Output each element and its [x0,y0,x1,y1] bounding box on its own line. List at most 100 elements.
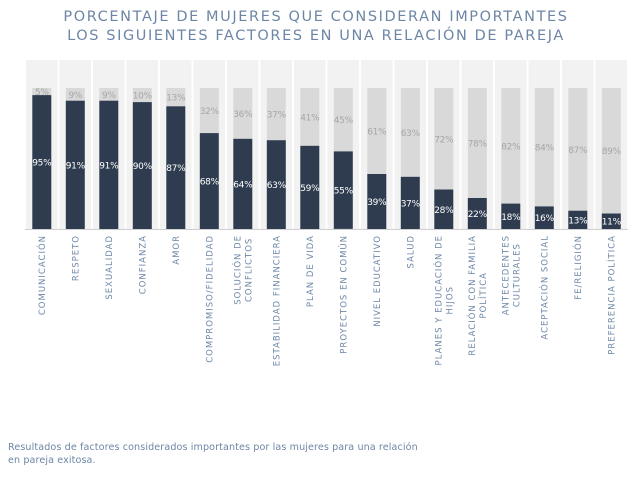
category-label: AMOR [172,235,182,265]
category-label-line: RELACIÓN CON FAMILIA [466,235,478,356]
chart-title-line-1: PORCENTAJE DE MUJERES QUE CONSIDERAN IMP… [63,9,569,25]
category-label-line: AMOR [172,235,182,265]
bar-segment-dark [400,176,420,229]
data-label-light: 9% [102,91,116,101]
category-label-line: SOLUCIÓN DE [231,235,243,305]
data-label-light: 37% [267,111,287,121]
data-label-light: 63% [401,129,421,139]
category-label-line: POLÍTICA [477,272,489,319]
category-label: ESTABILIDAD FINANCIERA [272,235,282,366]
data-label-dark: 22% [468,210,488,220]
category-label: RESPETO [71,235,81,281]
category-label: PLAN DE VIDA [306,235,316,307]
data-label-light: 13% [166,94,186,104]
bar-segment-light [99,88,119,101]
category-label-line: ACEPTACIÓN SOCIAL [538,235,550,340]
category-label-line: PREFERENCIA POLÍTICA [605,235,617,355]
bar-segment-light [534,88,554,207]
data-label-dark: 13% [568,216,588,226]
chart-title: PORCENTAJE DE MUJERES QUE CONSIDERAN IMP… [0,8,632,46]
bar-segment-dark [266,140,286,229]
category-label-line: SALUD [406,235,416,268]
bar-segment-light [467,88,487,198]
data-label-dark: 91% [99,161,119,171]
category-label-line: PLAN DE VIDA [306,235,316,307]
bar-segment-dark [367,174,387,229]
bar-segment-light [32,88,52,95]
data-label-light: 45% [334,116,354,126]
category-label-line: FE/RELIGIÓN [572,235,584,300]
data-label-dark: 18% [501,213,521,223]
bar-segment-light [434,88,454,190]
category-label: NIVEL EDUCATIVO [373,235,383,327]
category-label: FE/RELIGIÓN [572,235,584,300]
bar-segment-dark [300,145,320,229]
category-label: SOLUCIÓN DE CONFLICTOS [231,235,254,305]
bar-segment-light [400,88,420,177]
data-label-dark: 91% [66,161,86,171]
category-label-line: COMPROMISO/FIDELIDAD [205,235,215,363]
data-label-dark: 28% [434,206,454,216]
bar-segment-light [266,88,286,141]
category-label: CONFIANZA [138,235,148,294]
data-label-dark: 87% [166,164,186,174]
data-label-light: 5% [35,88,49,98]
bar-segment-dark [601,213,621,229]
bar-segment-dark [65,100,85,229]
bar-segment-dark [467,198,487,229]
data-label-light: 89% [602,147,622,157]
caption-line-1: Resultados de factores considerados impo… [8,442,418,453]
bar-segment-light [65,88,85,101]
data-label-light: 87% [568,146,588,156]
bar-segment-dark [434,189,454,229]
chart-caption: Resultados de factores considerados impo… [8,441,568,467]
stacked-bar-chart: 95% 5% COMUNICACIÓN 91% 9% RESPETO 91% 9% SEXUAL… [25,60,628,366]
data-label-dark: 63% [267,181,287,191]
bar-segment-dark [333,151,353,229]
category-label-line: ANTECEDENTES [501,235,511,315]
bar-segment-light [166,88,186,107]
category-label-line: RESPETO [71,235,81,281]
bar-segment-light [367,88,387,174]
bar-segment-light [333,88,353,152]
data-label-light: 41% [300,113,320,123]
bar-segment-dark [534,206,554,229]
data-label-dark: 95% [32,159,52,169]
category-label: SEXUALIDAD [105,235,115,300]
data-label-dark: 39% [367,198,387,208]
bar-segment-light [132,88,152,103]
category-label: PROYECTOS EN COMÚN [337,235,349,354]
category-label: COMPROMISO/FIDELIDAD [205,235,215,363]
data-label-dark: 11% [602,218,622,228]
category-label-line: NIVEL EDUCATIVO [373,235,383,327]
category-label-line: PLANES Y EDUCACIÓN DE [432,235,444,365]
category-label-line: ESTABILIDAD FINANCIERA [272,235,282,366]
bar-segment-light [601,88,621,214]
data-label-light: 61% [367,128,387,138]
bar-segment-dark [568,210,588,229]
bar-segment-light [568,88,588,211]
data-label-light: 82% [501,142,521,152]
bar-segment-light [233,88,253,139]
data-label-dark: 37% [401,199,421,209]
caption-line-2: en pareja exitosa. [8,455,96,466]
category-label-line: SEXUALIDAD [105,235,115,300]
category-label-line: CULTURALES [512,243,522,307]
bar-segment-light [501,88,521,204]
category-label-line: HIJOS [445,286,455,315]
data-label-dark: 16% [535,214,555,224]
chart-title-line-2: LOS SIGUIENTES FACTORES EN UNA RELACIÓN … [67,28,565,44]
category-label: PREFERENCIA POLÍTICA [605,235,617,355]
bar-segment-dark [233,138,253,229]
bar-segment-light [300,88,320,146]
data-label-dark: 64% [233,180,253,190]
category-label-line: COMUNICACIÓN [36,235,48,315]
data-label-light: 78% [468,140,488,150]
data-label-dark: 59% [300,184,320,194]
bar-segment-dark [32,95,52,229]
category-label: PLANES Y EDUCACIÓN DE HIJOS [432,235,455,365]
category-label-line: CONFLICTOS [244,238,254,302]
data-label-light: 36% [233,110,253,120]
data-label-dark: 90% [133,162,153,172]
bar-segment-dark [501,203,521,229]
